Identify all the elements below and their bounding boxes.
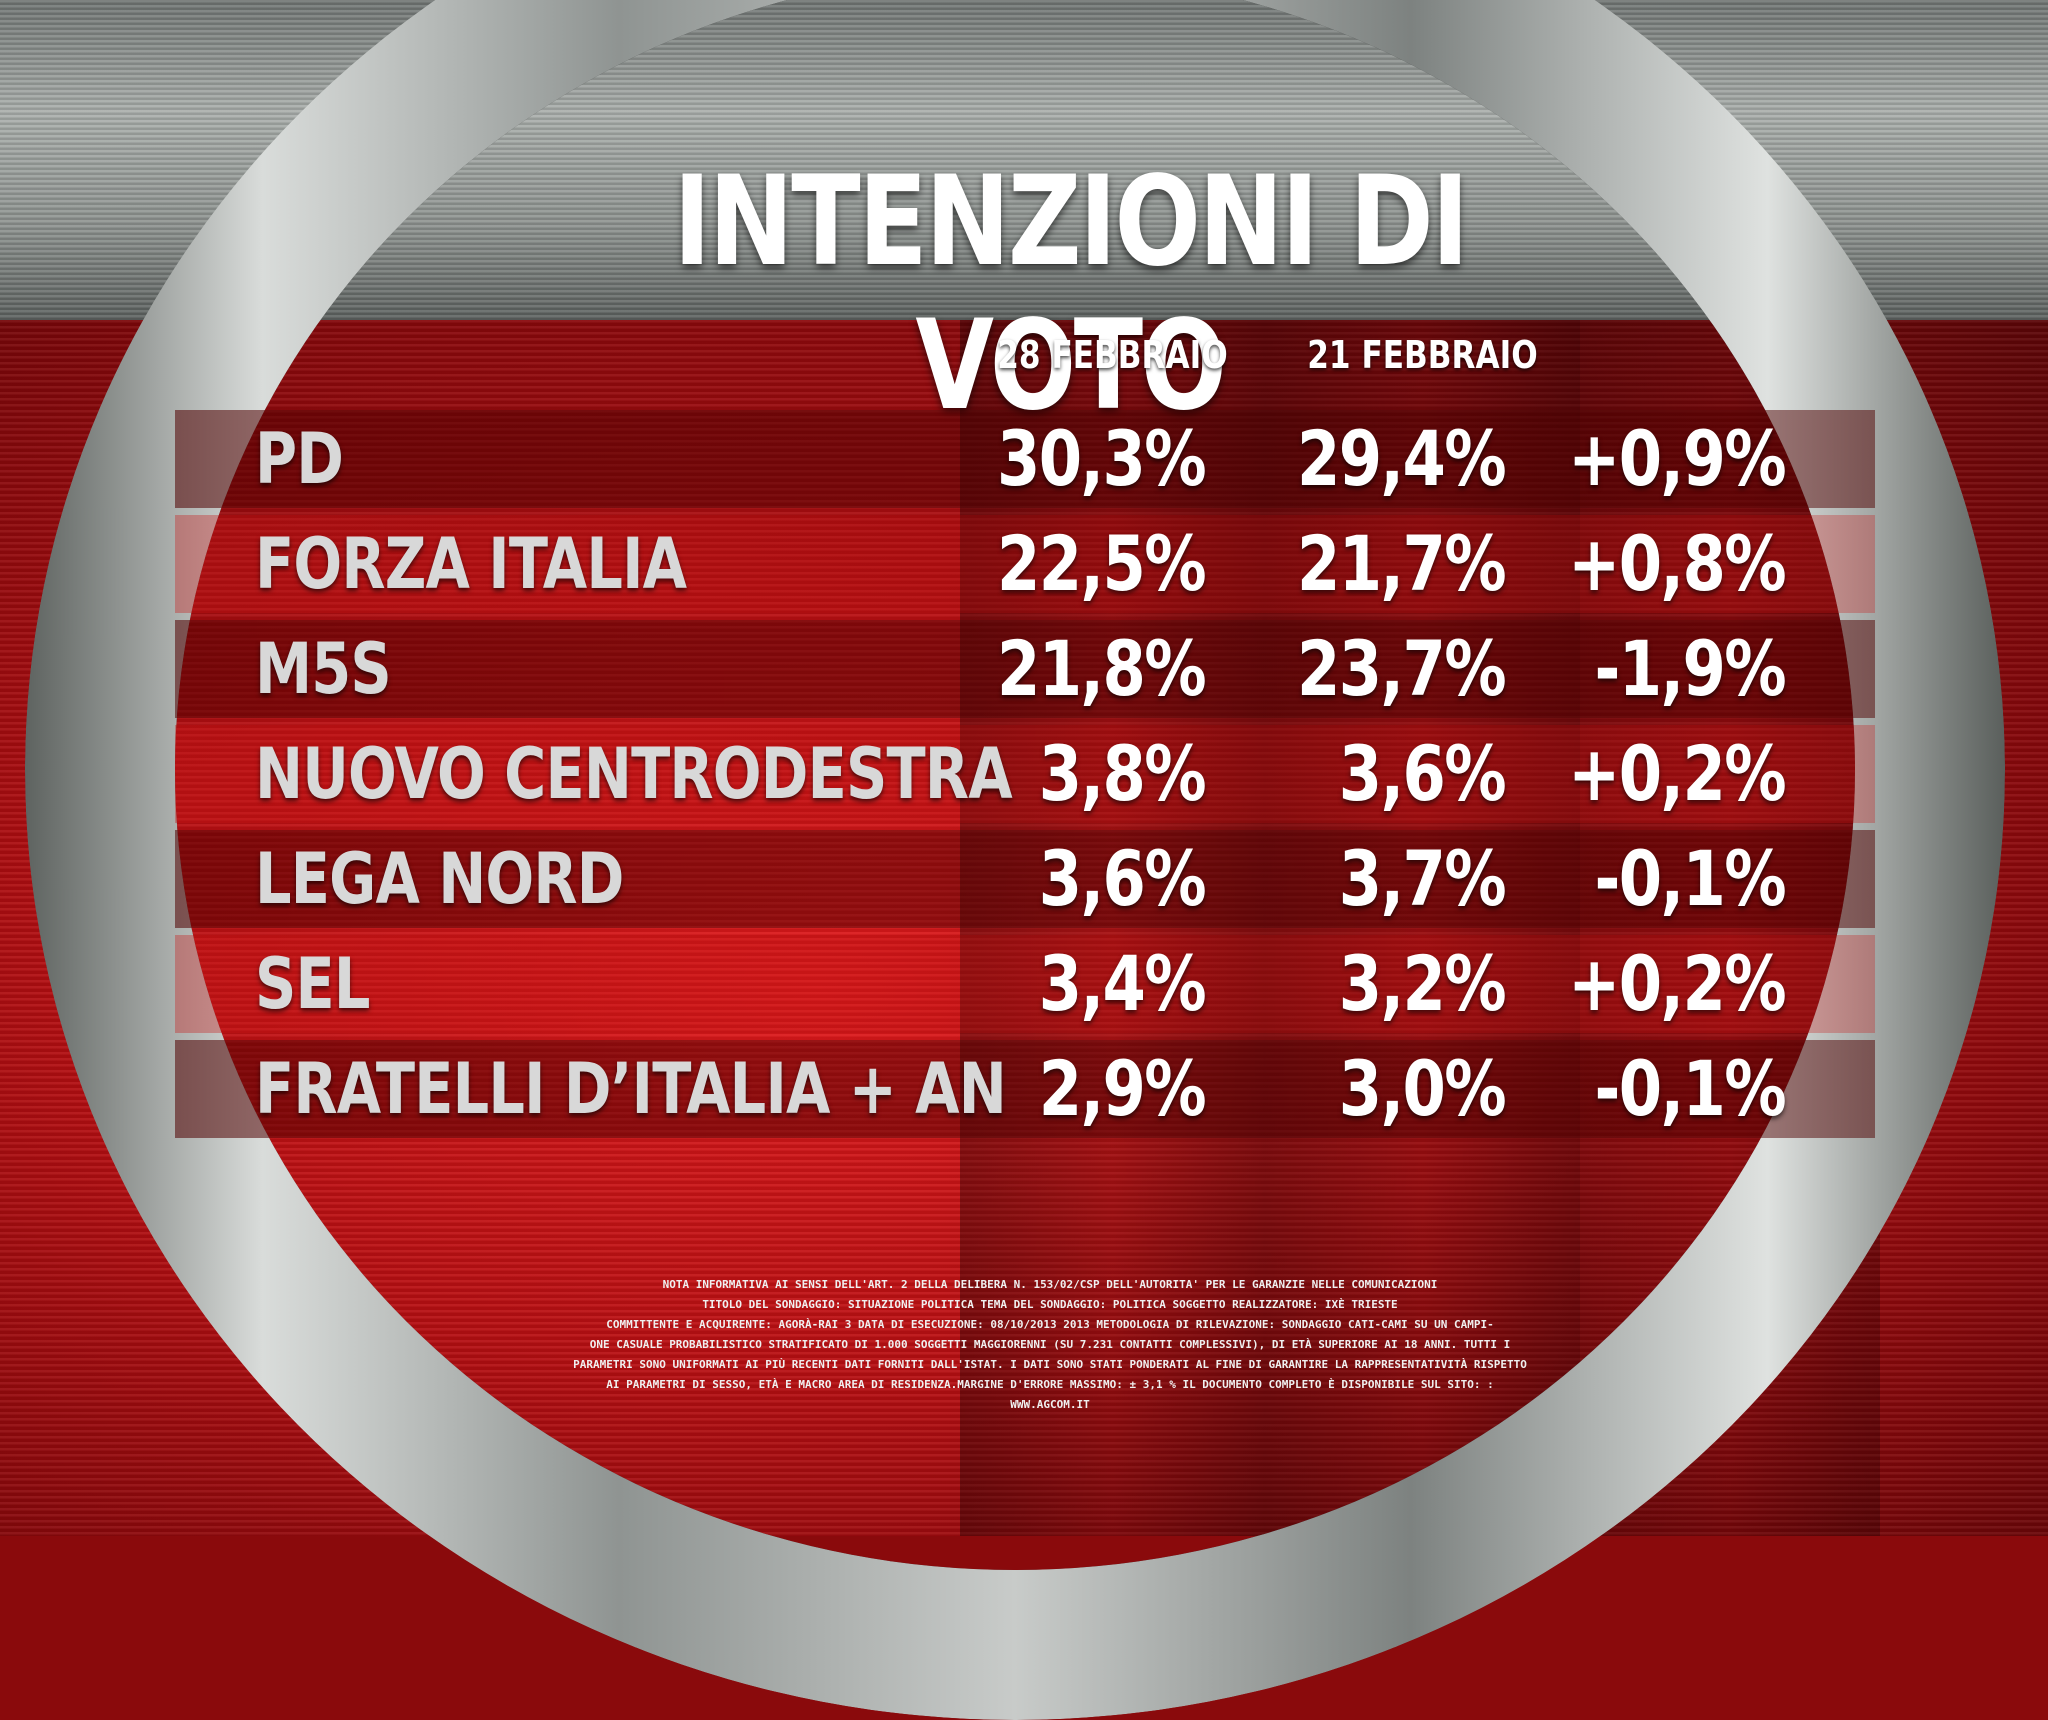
value-28-feb: 3,4%	[1038, 939, 1207, 1028]
footnote-line: PARAMETRI SONO UNIFORMATI AI PIÙ RECENTI…	[573, 1358, 1527, 1371]
footnote-line: TITOLO DEL SONDAGGIO: SITUAZIONE POLITIC…	[702, 1298, 1398, 1311]
footnote-line: ONE CASUALE PROBABILISTICO STRATIFICATO …	[589, 1338, 1511, 1351]
value-28-feb: 3,6%	[1038, 834, 1207, 923]
table-row: FRATELLI D’ITALIA + AN 2,9% 3,0% -0,1%	[175, 1040, 1875, 1138]
table-row: FORZA ITALIA 22,5% 21,7% +0,8%	[175, 515, 1875, 613]
value-21-feb: 3,6%	[1338, 729, 1507, 818]
value-diff: -0,1%	[1594, 1044, 1786, 1133]
footnote-line: AI PARAMETRI DI SESSO, ETÀ E MACRO AREA …	[606, 1378, 1494, 1391]
table-row: M5S 21,8% 23,7% -1,9%	[175, 620, 1875, 718]
table-row: LEGA NORD 3,6% 3,7% -0,1%	[175, 830, 1875, 928]
party-name: NUOVO CENTRODESTRA	[255, 733, 1013, 815]
table-row: PD 30,3% 29,4% +0,9%	[175, 410, 1875, 508]
column-header-21-feb: 21 FEBBRAIO	[1307, 333, 1538, 377]
value-28-feb: 22,5%	[996, 519, 1207, 608]
party-name: PD	[255, 418, 344, 500]
column-header-28-feb: 28 FEBBRAIO	[997, 333, 1228, 377]
footnote-line: NOTA INFORMATIVA AI SENSI DELL'ART. 2 DE…	[662, 1278, 1438, 1291]
table-row: NUOVO CENTRODESTRA 3,8% 3,6% +0,2%	[175, 725, 1875, 823]
value-21-feb: 3,7%	[1338, 834, 1507, 923]
value-diff: -0,1%	[1594, 834, 1786, 923]
value-21-feb: 23,7%	[1296, 624, 1507, 713]
party-name: FRATELLI D’ITALIA + AN	[255, 1048, 1007, 1130]
party-name: M5S	[255, 628, 392, 710]
value-diff: -1,9%	[1594, 624, 1786, 713]
value-21-feb: 3,2%	[1338, 939, 1507, 1028]
value-diff: +0,2%	[1568, 729, 1787, 818]
value-21-feb: 3,0%	[1338, 1044, 1507, 1133]
value-21-feb: 21,7%	[1296, 519, 1507, 608]
value-21-feb: 29,4%	[1296, 414, 1507, 503]
footnote-line: WWW.AGCOM.IT	[1010, 1398, 1090, 1411]
party-name: LEGA NORD	[255, 838, 624, 920]
table-row: SEL 3,4% 3,2% +0,2%	[175, 935, 1875, 1033]
value-28-feb: 2,9%	[1038, 1044, 1207, 1133]
footnote-line: COMMITTENTE E ACQUIRENTE: AGORÀ-RAI 3 DA…	[606, 1318, 1494, 1331]
value-diff: +0,2%	[1568, 939, 1787, 1028]
methodology-footnote: NOTA INFORMATIVA AI SENSI DELL'ART. 2 DE…	[560, 1275, 1540, 1415]
value-28-feb: 21,8%	[996, 624, 1207, 713]
party-name: SEL	[255, 943, 370, 1025]
silver-ring-frame	[25, 0, 2005, 1720]
party-name: FORZA ITALIA	[255, 523, 687, 605]
value-diff: +0,9%	[1568, 414, 1787, 503]
value-28-feb: 30,3%	[996, 414, 1207, 503]
page-title: INTENZIONI DI VOTO	[673, 150, 1469, 438]
value-28-feb: 3,8%	[1038, 729, 1207, 818]
value-diff: +0,8%	[1568, 519, 1787, 608]
